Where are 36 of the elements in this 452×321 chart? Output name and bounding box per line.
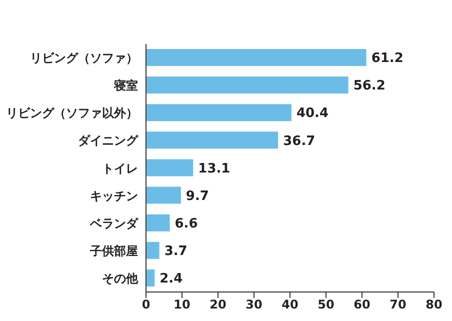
bar [146, 132, 278, 149]
y-tick-label: 子供部屋 [89, 244, 138, 258]
x-tick-label: 10 [174, 298, 190, 312]
bar [146, 269, 155, 286]
x-tick-label: 50 [318, 298, 334, 312]
bar [146, 186, 181, 204]
y-tick-label: ダイニング [78, 134, 139, 148]
data-label: 61.2 [371, 51, 404, 66]
bar [146, 214, 170, 232]
y-tick-label: その他 [102, 271, 139, 286]
data-label: 40.4 [296, 106, 329, 122]
bar [146, 49, 366, 66]
bar [146, 76, 348, 94]
x-tick-label: 80 [426, 298, 442, 312]
data-label: 6.6 [174, 216, 198, 232]
x-tick-label: 30 [246, 298, 262, 312]
x-tick-label: 20 [210, 298, 226, 312]
data-label: 3.7 [164, 244, 188, 260]
y-tick-label: 寝室 [113, 78, 138, 93]
x-tick-label: 40 [282, 298, 298, 312]
x-tick-label: 0 [142, 298, 150, 312]
bar [146, 159, 194, 176]
data-label: 56.2 [353, 78, 386, 94]
y-tick-label: リビング（ソファ以外） [6, 106, 138, 120]
bar [146, 104, 292, 122]
bar [146, 242, 160, 259]
x-tick-label: 60 [354, 298, 370, 312]
data-label: 13.1 [198, 161, 230, 176]
y-tick-label: キッチン [90, 188, 138, 203]
data-label: 36.7 [283, 134, 316, 149]
y-tick-label: トイレ [102, 161, 138, 176]
data-label: 9.7 [186, 188, 209, 204]
data-label: 2.4 [160, 272, 183, 287]
x-tick-label: 70 [390, 298, 406, 312]
y-tick-label: リビング（ソファ） [30, 51, 138, 66]
y-tick-label: ベランダ [89, 216, 139, 230]
